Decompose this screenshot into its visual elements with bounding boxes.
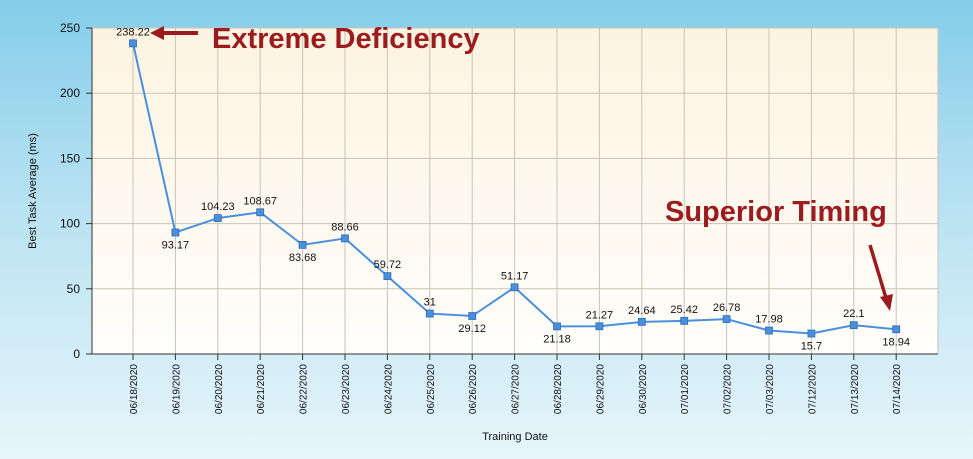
annotation-arrow-left bbox=[150, 26, 198, 40]
data-label: 51.17 bbox=[501, 270, 529, 282]
data-label: 21.18 bbox=[543, 333, 571, 345]
data-label: 25.42 bbox=[670, 304, 698, 316]
grid-lines bbox=[92, 27, 939, 354]
x-tick-label: 06/18/2020 bbox=[129, 364, 140, 414]
data-label: 15.7 bbox=[801, 341, 822, 353]
x-tick-label: 07/03/2020 bbox=[765, 364, 776, 414]
y-tick-label: 100 bbox=[60, 217, 80, 231]
data-label: 88.66 bbox=[331, 221, 359, 233]
x-tick-label: 06/19/2020 bbox=[171, 364, 182, 414]
y-tick-label: 0 bbox=[73, 347, 80, 361]
data-point bbox=[341, 234, 349, 243]
data-point bbox=[213, 214, 222, 222]
data-label: 17.98 bbox=[755, 314, 783, 326]
data-point bbox=[129, 39, 137, 48]
data-label: 29.12 bbox=[458, 323, 486, 335]
data-point bbox=[722, 315, 731, 323]
data-point bbox=[468, 312, 477, 320]
x-tick-label: 06/24/2020 bbox=[383, 364, 394, 414]
data-label: 238.22 bbox=[116, 26, 150, 38]
x-tick-label: 06/26/2020 bbox=[468, 364, 479, 414]
annotation-superior-timing: Superior Timing bbox=[665, 196, 887, 228]
x-tick-label: 06/30/2020 bbox=[638, 364, 649, 414]
data-label: 21.27 bbox=[586, 309, 614, 321]
data-label: 83.68 bbox=[289, 252, 317, 264]
data-point bbox=[849, 321, 858, 330]
data-label: 24.64 bbox=[628, 305, 656, 317]
axes bbox=[86, 27, 938, 360]
data-label: 93.17 bbox=[162, 240, 190, 252]
y-tick-label: 50 bbox=[67, 282, 81, 296]
x-axis-ticks: 06/18/2020 06/19/2020 06/20/2020 06/21/2020… bbox=[129, 364, 903, 414]
series-markers bbox=[129, 39, 901, 338]
x-tick-label: 06/27/2020 bbox=[511, 364, 522, 414]
x-tick-label: 07/14/2020 bbox=[892, 364, 903, 414]
data-point bbox=[510, 283, 519, 292]
x-tick-label: 07/01/2020 bbox=[680, 364, 691, 414]
data-label: 18.94 bbox=[882, 336, 910, 348]
data-point bbox=[425, 309, 434, 318]
x-tick-label: 06/25/2020 bbox=[426, 364, 437, 414]
y-axis-title: Best Task Average (ms) bbox=[27, 133, 39, 249]
annotation-extreme-deficiency: Extreme Deficiency bbox=[212, 23, 480, 55]
data-point bbox=[298, 240, 307, 249]
y-axis-ticks: 0 50 100 150 200 250 bbox=[60, 21, 80, 361]
x-tick-label: 06/28/2020 bbox=[553, 364, 564, 414]
x-tick-label: 06/22/2020 bbox=[299, 364, 310, 414]
x-axis-title: Training Date bbox=[482, 431, 548, 443]
x-tick-label: 07/12/2020 bbox=[807, 364, 818, 414]
x-tick-label: 06/21/2020 bbox=[256, 364, 267, 414]
data-point bbox=[595, 322, 604, 331]
data-point bbox=[637, 317, 646, 326]
data-point bbox=[892, 325, 901, 334]
y-tick-label: 200 bbox=[60, 86, 80, 100]
x-tick-label: 06/20/2020 bbox=[214, 364, 225, 414]
data-point bbox=[765, 326, 773, 335]
data-label: 108.67 bbox=[243, 195, 277, 207]
data-point bbox=[383, 272, 392, 281]
data-label: 31 bbox=[424, 297, 436, 309]
data-point bbox=[680, 316, 689, 325]
data-point bbox=[171, 228, 180, 237]
data-label: 104.23 bbox=[201, 201, 235, 213]
data-label: 59.72 bbox=[374, 259, 402, 271]
data-label: 26.78 bbox=[713, 302, 741, 314]
data-label: 22.1 bbox=[843, 308, 864, 320]
y-tick-label: 250 bbox=[60, 21, 80, 35]
data-point bbox=[256, 208, 265, 217]
annotation-arrow-down bbox=[868, 244, 893, 311]
x-tick-label: 06/29/2020 bbox=[595, 364, 606, 414]
x-tick-label: 07/13/2020 bbox=[850, 364, 861, 414]
data-point bbox=[553, 322, 561, 331]
y-tick-label: 150 bbox=[60, 151, 80, 165]
data-point bbox=[807, 329, 816, 338]
data-labels: 238.22 93.17 104.23 108.67 83.68 88.66 59.72 31… bbox=[116, 26, 910, 352]
x-tick-label: 06/23/2020 bbox=[341, 364, 352, 414]
x-tick-label: 07/02/2020 bbox=[723, 364, 734, 414]
